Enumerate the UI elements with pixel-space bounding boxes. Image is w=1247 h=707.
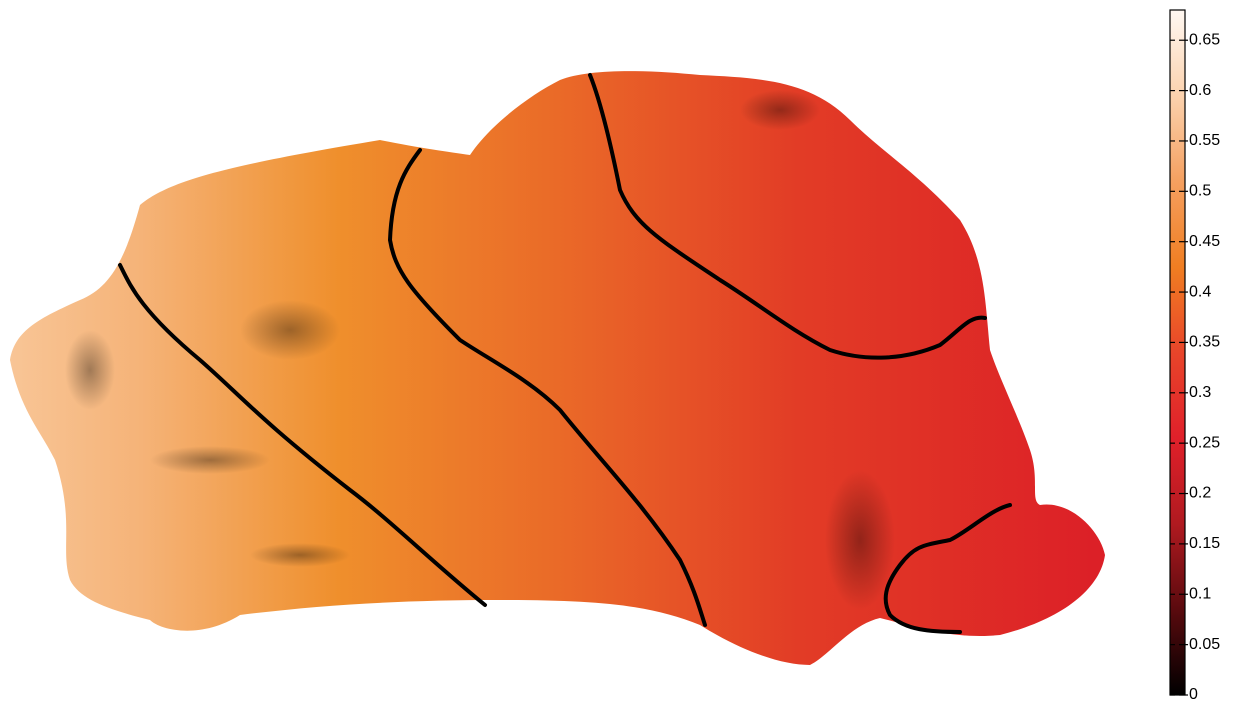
tick-label: 0.35 — [1189, 334, 1220, 351]
shading — [65, 330, 115, 410]
colorbar — [1169, 9, 1186, 696]
colorbar-group: 0 0.05 0.1 0.15 0.2 0.25 0.3 0.35 0.4 0.45 0.5 0.55… — [1169, 9, 1220, 703]
tick-label: 0.1 — [1189, 585, 1211, 602]
contour-line — [118, 263, 487, 607]
surface-shape — [10, 71, 1105, 665]
tick-label: 0.5 — [1189, 183, 1211, 200]
shading — [740, 90, 820, 130]
shading — [240, 300, 340, 360]
shading — [150, 446, 270, 474]
contour-line — [588, 73, 987, 360]
contour-line — [883, 503, 1012, 634]
tick-label: 0.45 — [1189, 233, 1220, 250]
shading — [250, 543, 350, 567]
shading — [825, 470, 895, 610]
tick-label: 0.4 — [1189, 283, 1211, 300]
contour-line — [388, 148, 707, 627]
tick-label: 0.6 — [1189, 82, 1211, 99]
tick-label: 0.15 — [1189, 535, 1220, 552]
tick-label: 0.05 — [1189, 636, 1220, 653]
tick-label: 0 — [1189, 686, 1198, 703]
tick-label: 0.3 — [1189, 384, 1211, 401]
contours — [118, 73, 1012, 634]
tick-label: 0.2 — [1189, 485, 1211, 502]
tick-label: 0.55 — [1189, 132, 1220, 149]
tick-label: 0.65 — [1189, 31, 1220, 48]
surface — [10, 71, 1105, 665]
tick-label: 0.25 — [1189, 434, 1220, 451]
